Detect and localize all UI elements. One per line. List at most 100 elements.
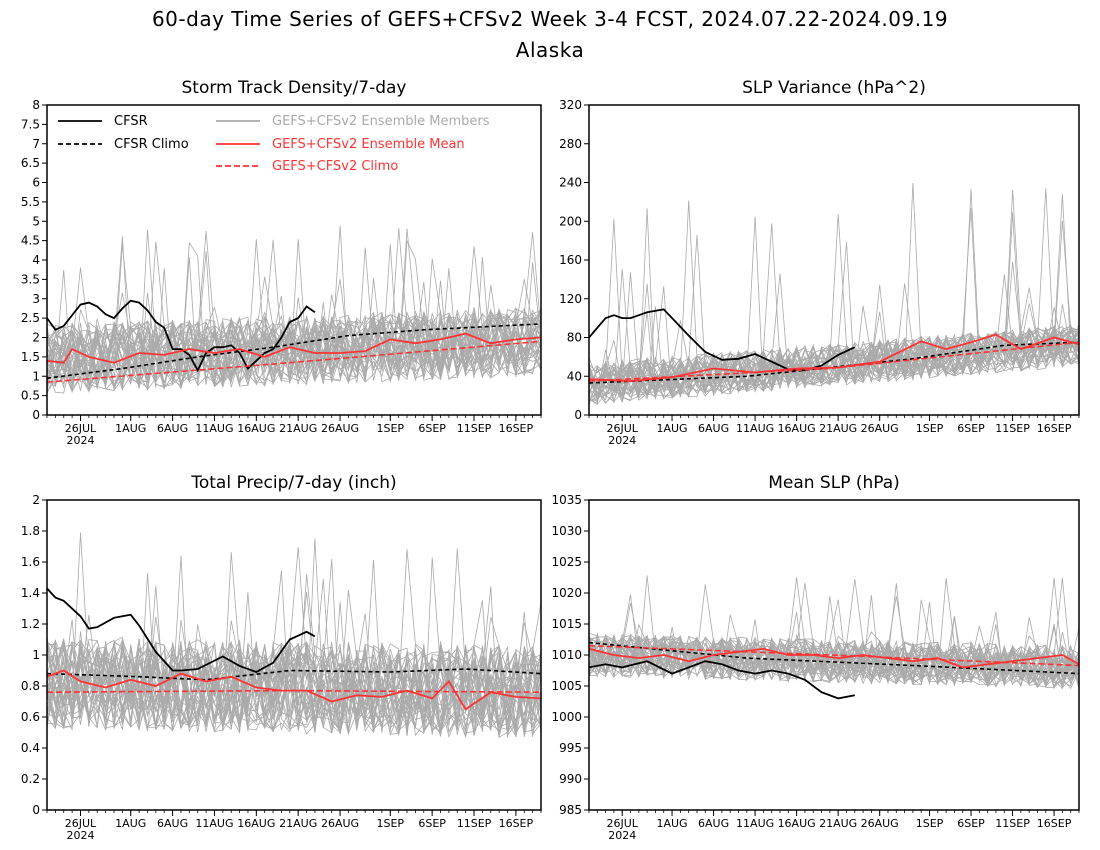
legend-label: CFSR Climo bbox=[114, 137, 189, 152]
series-line-gefs-cfsv2-climo bbox=[47, 340, 541, 383]
panel-title: SLP Variance (hPa^2) bbox=[742, 78, 926, 98]
series-line-gefs-cfsv2-ensemble-mean bbox=[47, 332, 541, 364]
ensemble-member-line bbox=[47, 600, 541, 737]
plot-area bbox=[47, 225, 541, 394]
chart-region: Alaska bbox=[515, 38, 585, 62]
x-tick-year: 2024 bbox=[66, 434, 94, 447]
y-tick-label: 6.5 bbox=[21, 156, 40, 170]
x-tick-label: 21AUG bbox=[819, 422, 857, 435]
ensemble-member-line bbox=[47, 546, 541, 737]
x-tick-label: 26AUG bbox=[321, 422, 359, 435]
x-tick-label: 26AUG bbox=[861, 817, 899, 830]
ensemble-member-line bbox=[589, 636, 1079, 685]
panel-title: Total Precip/7-day (inch) bbox=[190, 473, 396, 493]
x-tick-label: 16SEP bbox=[1037, 817, 1072, 830]
x-tick-label: 16AUG bbox=[778, 817, 816, 830]
y-tick-label: 1025 bbox=[551, 555, 582, 569]
y-tick-label: 4 bbox=[32, 253, 40, 267]
y-tick-label: 0 bbox=[574, 408, 582, 422]
x-tick-label: 26JUL bbox=[607, 422, 639, 435]
y-tick-label: 200 bbox=[559, 214, 582, 228]
x-tick-label: 16AUG bbox=[237, 817, 275, 830]
chart-title-block: 60-day Time Series of GEFS+CFSv2 Week 3-… bbox=[0, 4, 1100, 66]
y-tick-label: 8 bbox=[32, 98, 40, 112]
x-tick-label: 26JUL bbox=[65, 817, 97, 830]
y-tick-label: 1005 bbox=[551, 679, 582, 693]
ensemble-member-line bbox=[47, 549, 541, 734]
ensemble-member-line bbox=[47, 639, 541, 736]
y-tick-label: 160 bbox=[559, 253, 582, 267]
x-tick-label: 1AUG bbox=[115, 422, 146, 435]
y-tick-label: 320 bbox=[559, 98, 582, 112]
y-tick-label: 2 bbox=[32, 331, 40, 345]
series-line-cfsr bbox=[47, 299, 316, 373]
y-tick-label: 1.5 bbox=[21, 350, 40, 364]
ensemble-member-line bbox=[47, 644, 541, 739]
y-tick-label: 280 bbox=[559, 137, 582, 151]
ensemble-member-line bbox=[589, 330, 1079, 397]
x-tick-label: 16AUG bbox=[778, 422, 816, 435]
x-tick-label: 11AUG bbox=[195, 422, 233, 435]
x-tick-label: 21AUG bbox=[279, 422, 317, 435]
y-tick-label: 990 bbox=[559, 772, 582, 786]
x-tick-label: 6SEP bbox=[418, 422, 446, 435]
ensemble-member-line bbox=[589, 303, 1079, 400]
y-tick-label: 5 bbox=[32, 214, 40, 228]
y-tick-label: 0.6 bbox=[21, 710, 40, 724]
x-tick-label: 6SEP bbox=[957, 422, 985, 435]
x-tick-label: 11SEP bbox=[457, 422, 492, 435]
x-tick-year: 2024 bbox=[66, 829, 94, 842]
series-line-cfsr-climo bbox=[47, 668, 541, 681]
ensemble-member-line bbox=[589, 596, 1079, 687]
ensemble-member-line bbox=[47, 592, 541, 738]
x-tick-label: 26AUG bbox=[861, 422, 899, 435]
y-tick-label: 5.5 bbox=[21, 195, 40, 209]
plot-area bbox=[589, 575, 1079, 700]
x-tick-year: 2024 bbox=[608, 829, 636, 842]
x-tick-year: 2024 bbox=[608, 434, 636, 447]
panel-title: Storm Track Density/7-day bbox=[182, 78, 407, 98]
x-tick-label: 1SEP bbox=[916, 817, 944, 830]
y-tick-label: 80 bbox=[567, 331, 582, 345]
chart-title: 60-day Time Series of GEFS+CFSv2 Week 3-… bbox=[151, 7, 949, 31]
ensemble-member-line bbox=[47, 239, 541, 393]
y-tick-label: 2 bbox=[32, 493, 40, 507]
ensemble-member-line bbox=[589, 219, 1079, 399]
x-tick-label: 6SEP bbox=[957, 817, 985, 830]
y-tick-label: 1020 bbox=[551, 586, 582, 600]
y-tick-label: 1.8 bbox=[21, 524, 40, 538]
y-tick-label: 120 bbox=[559, 292, 582, 306]
y-tick-label: 6 bbox=[32, 176, 40, 190]
y-tick-label: 1 bbox=[32, 369, 40, 383]
y-tick-label: 1015 bbox=[551, 617, 582, 631]
ensemble-member-line bbox=[589, 274, 1079, 401]
y-tick-label: 40 bbox=[567, 369, 582, 383]
plot-area bbox=[589, 182, 1079, 406]
x-tick-label: 16AUG bbox=[237, 422, 275, 435]
y-tick-label: 0.4 bbox=[21, 741, 40, 755]
x-tick-label: 11SEP bbox=[995, 422, 1030, 435]
x-tick-label: 11AUG bbox=[736, 817, 774, 830]
ensemble-member-line bbox=[589, 636, 1079, 683]
y-tick-label: 1.6 bbox=[21, 555, 40, 569]
panel-title: Mean SLP (hPa) bbox=[768, 473, 900, 493]
chart-panel: Mean SLP (hPa) 985 990 995 1000 1005 1010 1015 1… bbox=[551, 473, 1080, 842]
y-tick-label: 1.2 bbox=[21, 617, 40, 631]
legend: CFSR CFSR Climo GEFS+CFSv2 Ensemble Member… bbox=[58, 114, 490, 174]
y-tick-label: 0 bbox=[32, 803, 40, 817]
x-tick-label: 1SEP bbox=[376, 817, 404, 830]
x-tick-label: 26JUL bbox=[607, 817, 639, 830]
y-tick-label: 3.5 bbox=[21, 272, 40, 286]
ensemble-member-line bbox=[589, 214, 1079, 402]
ensemble-members bbox=[589, 182, 1079, 406]
y-tick-label: 1030 bbox=[551, 524, 582, 538]
legend-label: CFSR bbox=[114, 114, 148, 129]
series-line-cfsr bbox=[47, 587, 316, 673]
y-tick-label: 240 bbox=[559, 176, 582, 190]
x-tick-label: 1SEP bbox=[376, 422, 404, 435]
series-line-cfsr-climo bbox=[47, 323, 541, 379]
x-tick-label: 21AUG bbox=[819, 817, 857, 830]
ensemble-member-line bbox=[47, 308, 541, 390]
chart-panel: Storm Track Density/7-day 0 0.5 1 1.5 2 2.5 3 3.… bbox=[21, 78, 542, 447]
